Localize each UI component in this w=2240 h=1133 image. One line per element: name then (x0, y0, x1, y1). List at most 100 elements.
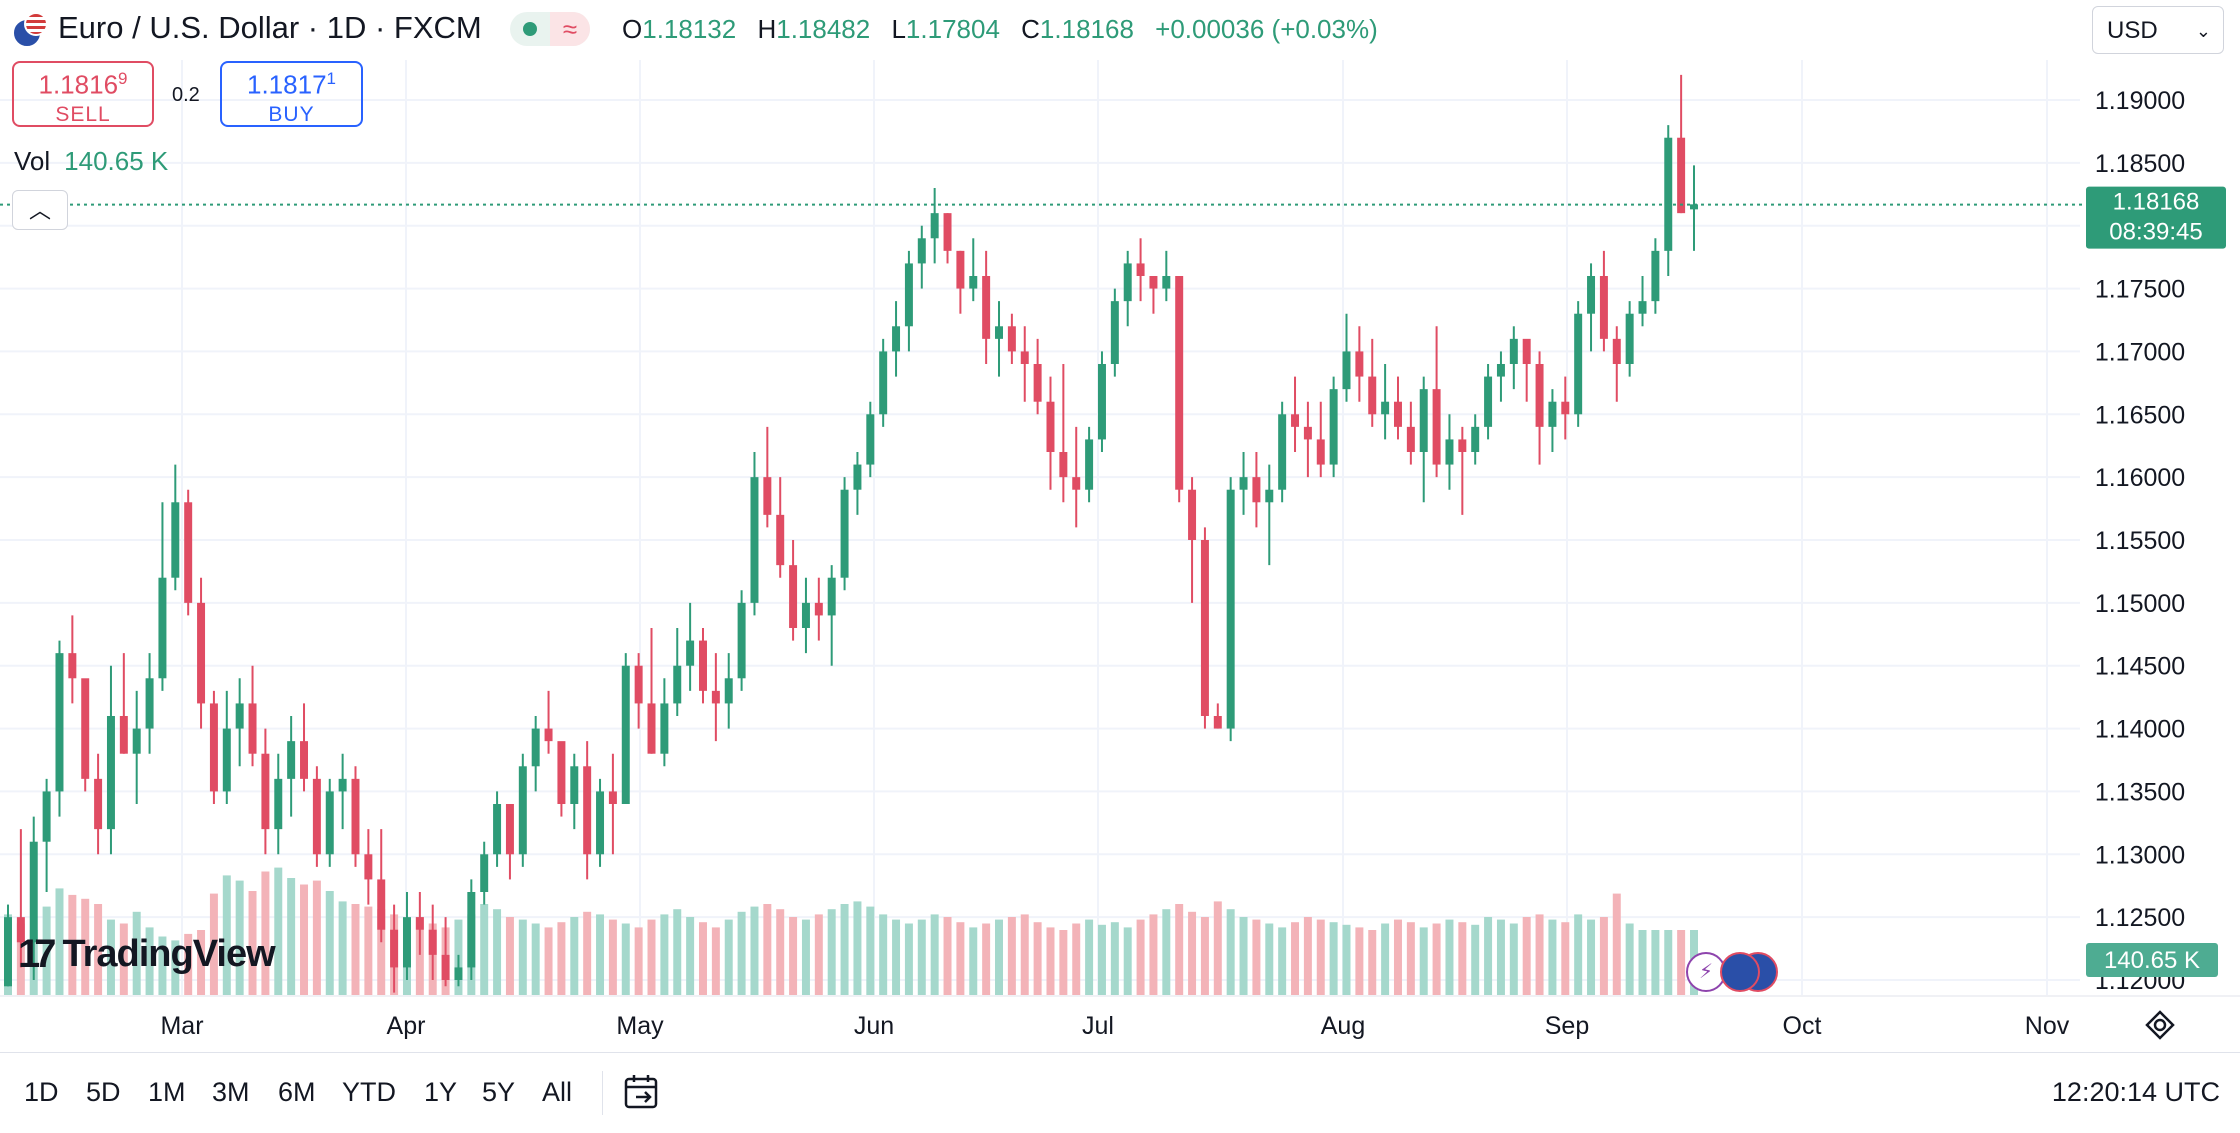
candle-body[interactable] (1445, 439, 1454, 465)
candle-body[interactable] (119, 715, 128, 754)
candle-body[interactable] (1690, 204, 1698, 210)
currency-select[interactable]: USD ⌄ (2092, 6, 2224, 54)
candle-body[interactable] (454, 967, 463, 980)
candle-body[interactable] (42, 791, 51, 842)
candle-body[interactable] (81, 678, 90, 779)
candle-body[interactable] (235, 703, 244, 729)
candle-body[interactable] (480, 854, 489, 892)
timeframe-1y[interactable]: 1Y (424, 1077, 458, 1107)
candle-body[interactable] (518, 766, 527, 855)
event-badges[interactable]: ⚡ (1686, 952, 1778, 992)
buy-button[interactable]: 1.18171 BUY (220, 61, 363, 127)
candle-body[interactable] (982, 275, 991, 339)
candle-body[interactable] (390, 929, 399, 968)
candle-body[interactable] (274, 778, 283, 830)
candle-body[interactable] (1136, 263, 1145, 276)
candle-body[interactable] (402, 917, 411, 968)
candle-body[interactable] (930, 213, 939, 239)
candle-body[interactable] (1561, 401, 1570, 415)
candle-body[interactable] (647, 703, 656, 754)
candle-body[interactable] (995, 326, 1003, 339)
candle-body[interactable] (312, 778, 321, 855)
candle-body[interactable] (1316, 439, 1325, 465)
candle-body[interactable] (132, 728, 141, 754)
candle-body[interactable] (1252, 477, 1261, 503)
candle-body[interactable] (570, 766, 579, 804)
candle-body[interactable] (1329, 389, 1338, 465)
candle-body[interactable] (1110, 301, 1119, 364)
candle-body[interactable] (145, 678, 154, 729)
candle-body[interactable] (531, 728, 540, 767)
candle-body[interactable] (1393, 401, 1402, 427)
candle-body[interactable] (943, 213, 952, 251)
candle-body[interactable] (1651, 250, 1660, 302)
candle-body[interactable] (441, 954, 450, 980)
candle-body[interactable] (4, 917, 12, 987)
candle-body[interactable] (300, 741, 309, 779)
candle-body[interactable] (1664, 137, 1673, 251)
candle-body[interactable] (1007, 326, 1016, 352)
candle-body[interactable] (248, 703, 257, 754)
timeframe-ytd[interactable]: YTD (342, 1077, 396, 1107)
candle-body[interactable] (1265, 489, 1274, 503)
candle-body[interactable] (364, 854, 373, 880)
candle-body[interactable] (1291, 414, 1300, 427)
candle-body[interactable] (1059, 451, 1068, 478)
candle-body[interactable] (711, 690, 720, 704)
candle-body[interactable] (1278, 414, 1287, 490)
candle-body[interactable] (16, 917, 25, 943)
timeframe-5d[interactable]: 5D (86, 1077, 121, 1107)
candle-body[interactable] (1484, 376, 1493, 427)
candle-body[interactable] (377, 879, 386, 930)
candle-body[interactable] (287, 741, 296, 779)
candle-body[interactable] (956, 250, 965, 289)
timeframe-all[interactable]: All (542, 1077, 573, 1107)
candle-body[interactable] (1072, 477, 1081, 490)
candle-body[interactable] (776, 514, 785, 566)
candle-body[interactable] (544, 728, 553, 742)
candle-body[interactable] (814, 602, 823, 616)
candle-body[interactable] (1509, 338, 1518, 364)
candle-body[interactable] (415, 917, 424, 930)
collapse-legend-button[interactable]: ︿ (12, 190, 68, 230)
candle-body[interactable] (557, 741, 566, 804)
candle-body[interactable] (1123, 263, 1132, 302)
candle-body[interactable] (801, 602, 810, 628)
candle-body[interactable] (827, 577, 836, 616)
candle-body[interactable] (1033, 363, 1042, 402)
candle-body[interactable] (1020, 351, 1029, 364)
candle-body[interactable] (621, 665, 630, 804)
candle-body[interactable] (1548, 401, 1557, 427)
timeframe-6m[interactable]: 6M (278, 1077, 316, 1107)
candle-body[interactable] (1085, 439, 1094, 490)
candle-body[interactable] (338, 778, 347, 792)
lightning-icon[interactable]: ⚡ (1686, 952, 1726, 992)
candle-body[interactable] (699, 640, 707, 691)
candle-body[interactable] (1175, 275, 1184, 490)
candle-body[interactable] (789, 565, 798, 628)
candle-body[interactable] (1226, 489, 1235, 729)
candle-body[interactable] (106, 715, 115, 830)
candle-body[interactable] (1574, 313, 1583, 415)
candle-body[interactable] (1458, 439, 1467, 452)
candle-body[interactable] (840, 489, 849, 578)
candle-body[interactable] (879, 351, 888, 415)
candle-body[interactable] (1162, 275, 1171, 289)
candle-body[interactable] (596, 791, 605, 855)
candle-body[interactable] (1471, 426, 1480, 452)
candle-body[interactable] (1303, 426, 1312, 440)
sell-button[interactable]: 1.18169 SELL (12, 61, 154, 127)
symbol-title[interactable]: Euro / U.S. Dollar · 1D · FXCM (58, 10, 482, 45)
candle-body[interactable] (261, 753, 270, 830)
candle-body[interactable] (892, 326, 901, 352)
candle-body[interactable] (1625, 313, 1634, 364)
market-status-pill[interactable]: ≈ (510, 12, 590, 46)
candle-body[interactable] (222, 728, 231, 792)
candle-body[interactable] (171, 502, 180, 578)
candle-body[interactable] (493, 803, 502, 855)
candle-body[interactable] (904, 263, 913, 327)
candle-body[interactable] (660, 703, 669, 754)
candle-body[interactable] (197, 602, 206, 704)
candle-body[interactable] (763, 477, 772, 515)
